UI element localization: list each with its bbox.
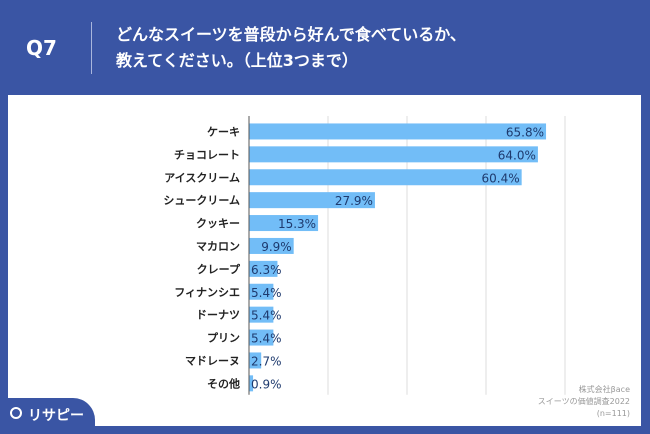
question-number: Q7 [26, 36, 57, 60]
value-label: 5.4% [251, 286, 282, 300]
category-label: ケーキ [207, 125, 240, 138]
bar [249, 123, 547, 140]
value-label: 6.3% [251, 263, 282, 277]
source-survey: スイーツの価値調査2022 [537, 397, 630, 406]
divider [91, 22, 92, 74]
value-label: 15.3% [278, 217, 316, 231]
bar [249, 329, 274, 346]
category-label: プリン [207, 331, 240, 345]
category-label: チョコレート [174, 148, 240, 161]
bar [249, 192, 375, 209]
bar [249, 215, 319, 232]
value-label: 60.4% [482, 171, 520, 185]
category-label: クッキー [196, 217, 240, 230]
value-label: 5.4% [251, 309, 282, 323]
category-label: ドーナツ [196, 309, 240, 322]
category-label: クレープ [197, 262, 241, 276]
bar [249, 237, 294, 254]
bar [249, 169, 522, 186]
value-label: 2.7% [251, 354, 282, 368]
category-label: フィナンシエ [174, 286, 240, 299]
logo: リサピー [28, 408, 84, 424]
source-sample: (n=111) [596, 409, 630, 418]
bar [249, 375, 254, 392]
source-company: 株式会社βace [578, 385, 630, 394]
category-label: アイスクリーム [164, 171, 240, 184]
value-label: 27.9% [335, 194, 373, 208]
bar [249, 352, 262, 369]
category-label: マドレーヌ [185, 354, 240, 367]
value-label: 9.9% [261, 240, 292, 254]
bar [249, 306, 274, 323]
bar [249, 283, 274, 300]
value-label: 0.9% [251, 377, 282, 391]
category-label: シュークリーム [163, 194, 240, 207]
title-line-2: 教えてください。（上位3つまで） [116, 51, 358, 70]
category-label: マカロン [196, 240, 240, 253]
bar [249, 146, 538, 163]
pin-icon [10, 407, 22, 419]
question-title: どんなスイーツを普段から好んで食べているか、 教えてください。（上位3つまで） [116, 22, 466, 74]
value-label: 65.8% [506, 125, 544, 139]
value-label: 64.0% [498, 148, 536, 162]
source-note: 株式会社βace スイーツの価値調査2022 (n=111) [538, 384, 630, 420]
title-line-1: どんなスイーツを普段から好んで食べているか、 [116, 25, 466, 44]
value-label: 5.4% [251, 332, 282, 346]
category-label: その他 [207, 376, 240, 390]
bar [249, 260, 278, 277]
